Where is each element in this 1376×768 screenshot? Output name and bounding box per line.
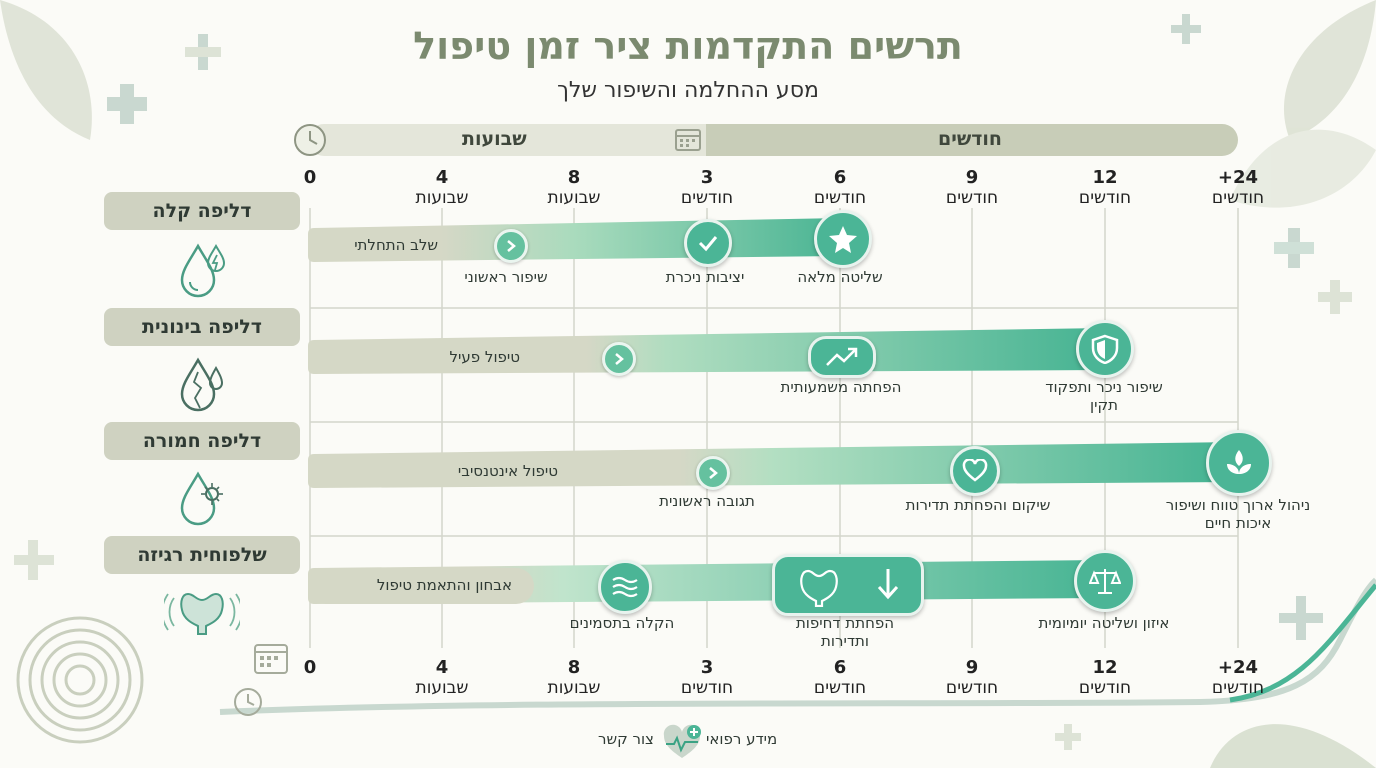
top-tick-3m: 3 חודשים	[680, 167, 734, 209]
chevron-right-icon	[602, 342, 636, 376]
trend-up-icon	[808, 336, 876, 378]
bottom-tick-12m: 12 חודשים	[1078, 657, 1132, 699]
bar-label-mild: שלב התחלתי	[354, 236, 438, 254]
bladder-down-icon	[772, 554, 924, 616]
bottom-tick-4w: 4 שבועות	[415, 657, 469, 699]
milestone-label: איזון ושליטה יומיומית	[1038, 614, 1170, 632]
bar-label-severe: טיפול אינטנסיבי	[457, 462, 558, 480]
milestone-label: שיפור ראשוני	[464, 268, 548, 286]
checkmark-icon	[684, 219, 732, 267]
clock-icon	[234, 688, 262, 716]
weeks-band	[308, 124, 708, 156]
footer-contact[interactable]: צור קשר	[598, 730, 654, 748]
clock-icon	[294, 124, 326, 156]
weeks-band-label: שבועות	[462, 128, 527, 150]
heart-icon	[950, 446, 1000, 496]
bar-severe	[308, 442, 1238, 488]
leaves-icon	[1206, 430, 1272, 496]
milestone-label: הפחתה משמעותית	[780, 378, 902, 396]
heart-plus-logo-icon	[663, 724, 701, 758]
top-tick-6m: 6 חודשים	[813, 167, 867, 209]
milestone-label: שיפור ניכר ותפקוד תקין	[1045, 378, 1163, 414]
bottom-tick-8w: 8 שבועות	[547, 657, 601, 699]
bar-label-moderate: טיפול פעיל	[449, 348, 520, 366]
footer-medical-info[interactable]: מידע רפואי	[706, 730, 778, 748]
milestone-label: שיקום והפחתת תדירות	[905, 496, 1051, 514]
cracked-drop-icon	[180, 357, 224, 412]
bottom-tick-6m: 6 חודשים	[813, 657, 867, 699]
category-severe: דליפה חמורה	[104, 422, 300, 460]
milestone-label: ניהול ארוך טווח ושיפור איכות חיים	[1165, 496, 1311, 532]
category-moderate: דליפה בינונית	[104, 308, 300, 346]
top-tick-8w: 8 שבועות	[547, 167, 601, 209]
top-tick-24m: 24+ חודשים	[1211, 167, 1265, 209]
top-tick-12m: 12 חודשים	[1078, 167, 1132, 209]
category-overactive: שלפוחית רגיזה	[104, 536, 300, 574]
milestone-label: יציבות ניכרת	[665, 268, 745, 286]
calendar-icon	[254, 644, 288, 674]
milestone-label: תגובה ראשונית	[659, 492, 755, 510]
milestone-label: הקלה בתסמינים	[569, 614, 675, 632]
page-title: תרשים התקדמות ציר זמן טיפול	[413, 24, 963, 68]
waves-icon	[598, 560, 652, 614]
milestone-label: שליטה מלאה	[797, 268, 883, 286]
bladder-icon	[164, 592, 240, 635]
chevron-right-icon	[696, 456, 730, 490]
category-mild: דליפה קלה	[104, 192, 300, 230]
scales-icon	[1074, 550, 1136, 612]
months-band-label: חודשים	[938, 128, 1002, 150]
spiral-decor	[16, 616, 144, 744]
page-subtitle: מסע ההחלמה והשיפור שלך	[557, 78, 819, 103]
top-tick-9m: 9 חודשים	[945, 167, 999, 209]
top-tick-4w: 4 שבועות	[415, 167, 469, 209]
calendar-icon	[675, 129, 701, 151]
bottom-tick-24m: 24+ חודשים	[1211, 657, 1265, 699]
chevron-right-icon	[494, 229, 528, 263]
drop-virus-icon	[180, 471, 223, 526]
months-band	[706, 124, 1238, 156]
bottom-wave-accent	[1229, 583, 1376, 703]
bottom-tick-0: 0	[303, 657, 317, 678]
bottom-tick-3m: 3 חודשים	[680, 657, 734, 699]
water-drop-icon	[180, 243, 226, 298]
star-icon	[814, 210, 872, 268]
milestone-label: הפחתת דחיפות ותדירות	[795, 614, 895, 650]
shield-icon	[1076, 320, 1134, 378]
bar-moderate	[308, 328, 1105, 374]
bar-label-overactive: אבחון והתאמת טיפול	[376, 576, 512, 594]
plus-decor	[14, 14, 1352, 750]
bottom-wave	[219, 577, 1376, 715]
bottom-tick-9m: 9 חודשים	[945, 657, 999, 699]
top-tick-0: 0	[303, 167, 317, 188]
